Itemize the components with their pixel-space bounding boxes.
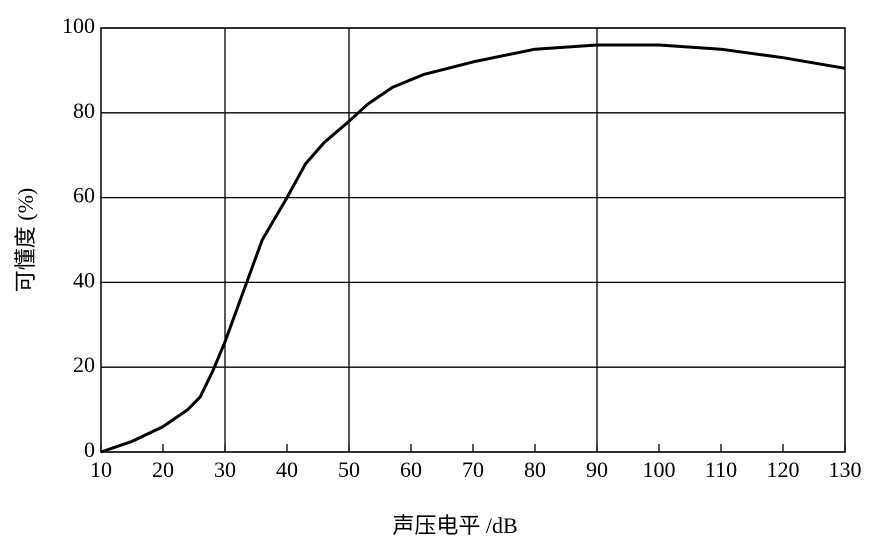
x-tick-label: 30 [214,457,236,482]
y-tick-label: 100 [62,13,95,38]
x-axis-label: 声压电平 /dB [392,513,517,538]
y-tick-label: 80 [73,98,95,123]
x-tick-label: 110 [705,457,737,482]
x-tick-label: 130 [829,457,862,482]
x-tick-label: 70 [462,457,484,482]
y-tick-label: 20 [73,352,95,377]
x-tick-label: 10 [90,457,112,482]
y-axis-label: 可懂度 (%) [13,188,38,292]
y-tick-label: 0 [84,437,95,462]
x-tick-label: 60 [400,457,422,482]
plot-frame [100,27,846,453]
x-tick-label: 90 [586,457,608,482]
x-tick-label: 80 [524,457,546,482]
x-tick-label: 40 [276,457,298,482]
x-tick-label: 120 [767,457,800,482]
data-line [100,43,846,454]
y-tick-label: 60 [73,183,95,208]
x-tick-label: 20 [152,457,174,482]
x-tick-label: 50 [338,457,360,482]
y-tick-label: 40 [73,267,95,292]
x-tick-label: 100 [643,457,676,482]
